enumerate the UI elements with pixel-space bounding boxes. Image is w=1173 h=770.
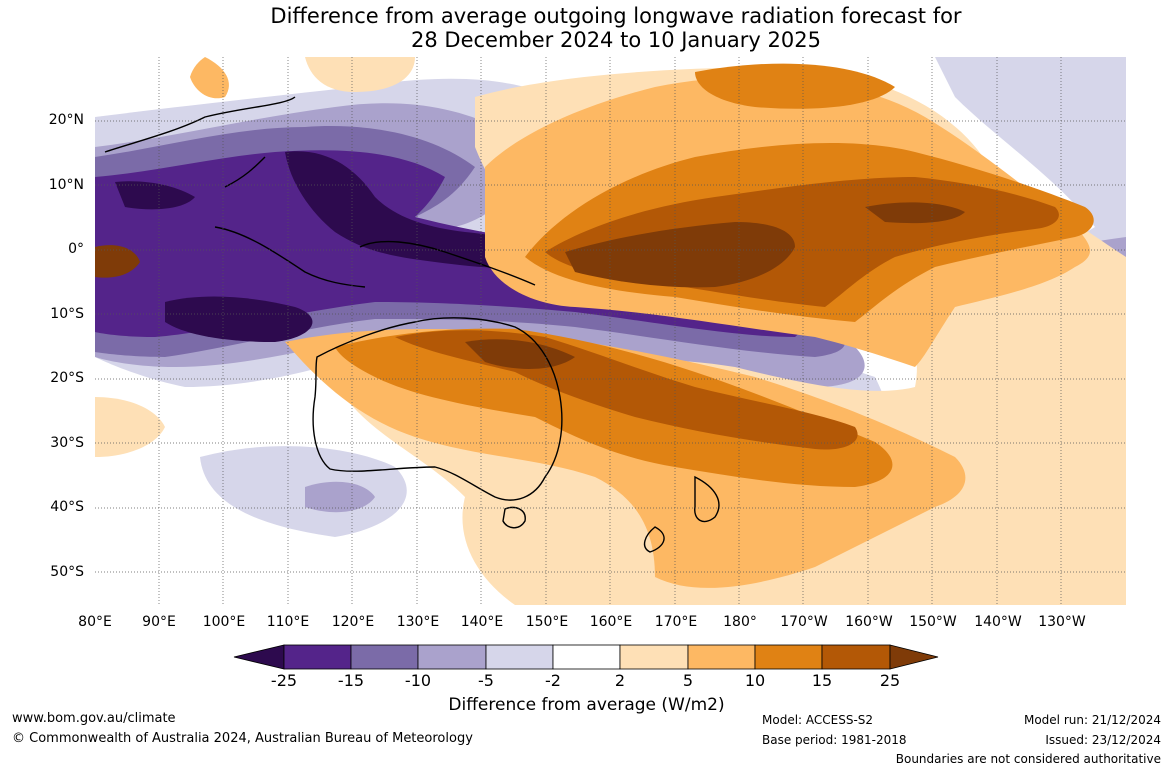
copyright-text: © Commonwealth of Australia 2024, Austra… — [12, 731, 473, 746]
olr-anomaly-map — [95, 57, 1126, 605]
colorbar-tick: 25 — [879, 671, 901, 690]
colorbar-segment-pos15 — [821, 644, 891, 670]
lat-label: 20°N — [48, 112, 84, 128]
lon-label: 100°E — [202, 614, 246, 630]
colorbar-segment-pos5 — [687, 644, 756, 670]
colorbar-segment-pos2 — [619, 644, 689, 670]
anomaly-pos-extreme-areas — [95, 202, 965, 369]
lat-label: 10°S — [50, 306, 84, 322]
map-canvas — [95, 57, 1126, 605]
colorbar-tick: 10 — [744, 671, 766, 690]
base-period: Base period: 1981-2018 — [762, 733, 907, 747]
lon-label: 130°W — [1038, 614, 1086, 630]
lon-label: 110°E — [266, 614, 310, 630]
anomaly-neg-extreme-areas — [115, 151, 545, 342]
lat-label: 20°S — [50, 370, 84, 386]
lon-label: 150°W — [909, 614, 957, 630]
colorbar-segment-neg5 — [485, 644, 554, 670]
title-line-1: Difference from average outgoing longwav… — [270, 4, 962, 28]
colorbar-tick: -5 — [478, 671, 494, 690]
coastlines — [104, 96, 720, 553]
lat-label: 30°S — [50, 435, 84, 451]
website-link[interactable]: www.bom.gov.au/climate — [12, 711, 176, 726]
colorbar-segment-neg-extreme — [233, 644, 285, 670]
lon-label: 130°E — [396, 614, 440, 630]
lon-label: 180° — [723, 614, 757, 630]
lat-label: 10°N — [48, 177, 84, 193]
colorbar-tick: -10 — [404, 671, 432, 690]
colorbar-segment-zero — [552, 644, 621, 670]
lon-label: 170°W — [780, 614, 828, 630]
model-name: Model: ACCESS-S2 — [762, 713, 874, 727]
model-run-date: Model run: 21/12/2024 — [1023, 713, 1161, 727]
lon-label: 120°E — [331, 614, 375, 630]
graticule — [95, 57, 1126, 605]
lon-label: 170°E — [654, 614, 698, 630]
lon-label: 80°E — [78, 614, 112, 630]
boundary-disclaimer: Boundaries are not considered authoritat… — [895, 752, 1161, 766]
colorbar-tick: 2 — [614, 671, 626, 690]
issued-date: Issued: 23/12/2024 — [1045, 733, 1161, 747]
title-line-2: 28 December 2024 to 10 January 2025 — [411, 28, 821, 52]
lon-label: 150°E — [525, 614, 569, 630]
colorbar-tick: 5 — [682, 671, 694, 690]
lon-label: 160°E — [589, 614, 633, 630]
chart-title: Difference from average outgoing longwav… — [0, 4, 1173, 52]
lon-label: 140°E — [460, 614, 504, 630]
colorbar-tick: 15 — [811, 671, 833, 690]
lat-label: 0° — [68, 241, 84, 257]
colorbar-graphic — [233, 644, 939, 670]
colorbar-label: Difference from average (W/m2) — [448, 695, 725, 715]
colorbar-segment-pos-extreme — [889, 644, 939, 670]
lon-label: 90°E — [142, 614, 176, 630]
colorbar — [232, 644, 942, 676]
lat-label: 40°S — [50, 499, 84, 515]
colorbar-segment-neg25 — [283, 644, 352, 670]
colorbar-segment-pos10 — [754, 644, 823, 670]
colorbar-tick: -2 — [545, 671, 561, 690]
colorbar-tick: -15 — [337, 671, 365, 690]
lat-label: 50°S — [50, 564, 84, 580]
colorbar-segment-neg10 — [417, 644, 487, 670]
colorbar-segment-neg15 — [350, 644, 419, 670]
lon-label: 160°W — [845, 614, 893, 630]
lon-label: 140°W — [974, 614, 1022, 630]
colorbar-tick: -25 — [270, 671, 298, 690]
